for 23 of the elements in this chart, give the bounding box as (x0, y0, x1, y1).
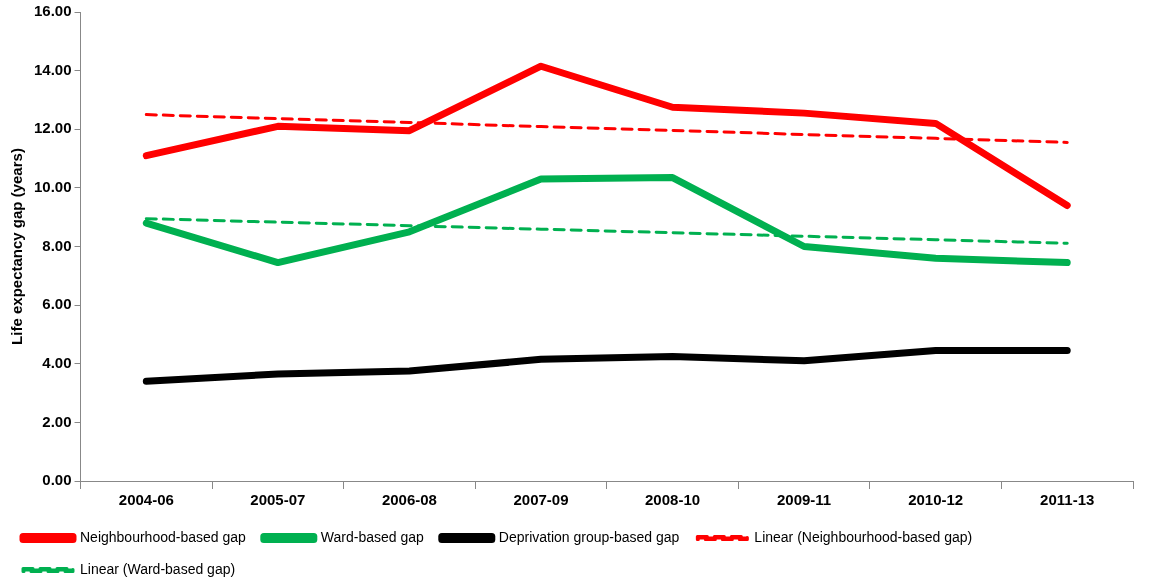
x-tick-label: 2004-06 (118, 491, 174, 509)
y-tick-label: 16.00 (33, 2, 72, 20)
y-tick-label: 6.00 (42, 295, 72, 313)
y-tick-label: 2.00 (42, 412, 72, 430)
y-tick-label: 8.00 (42, 236, 72, 254)
y-tick-label: 4.00 (42, 353, 72, 371)
y-tick-label: 12.00 (33, 119, 72, 137)
legend-label: Ward-based gap (320, 528, 424, 545)
x-tick-label: 2007-09 (513, 491, 569, 509)
x-tick-label: 2009-11 (776, 491, 832, 509)
legend-label: Deprivation group-based gap (498, 528, 680, 545)
legend-label: Linear (Neighbourhood-based gap) (754, 528, 973, 545)
y-tick-label: 10.00 (33, 178, 72, 196)
x-tick-label: 2011-13 (1040, 491, 1095, 509)
legend-label: Neighbourhood-based gap (80, 528, 247, 545)
x-tick-label: 2010-12 (908, 491, 964, 509)
y-tick-label: 0.00 (42, 471, 72, 489)
y-tick-label: 14.00 (33, 60, 72, 78)
x-tick-label: 2008-10 (645, 491, 701, 509)
x-tick-label: 2005-07 (250, 491, 306, 509)
y-axis-title: Life expectancy gap (years) (8, 148, 26, 345)
legend-label: Linear (Ward-based gap) (80, 560, 236, 577)
x-tick-label: 2006-08 (381, 491, 437, 509)
